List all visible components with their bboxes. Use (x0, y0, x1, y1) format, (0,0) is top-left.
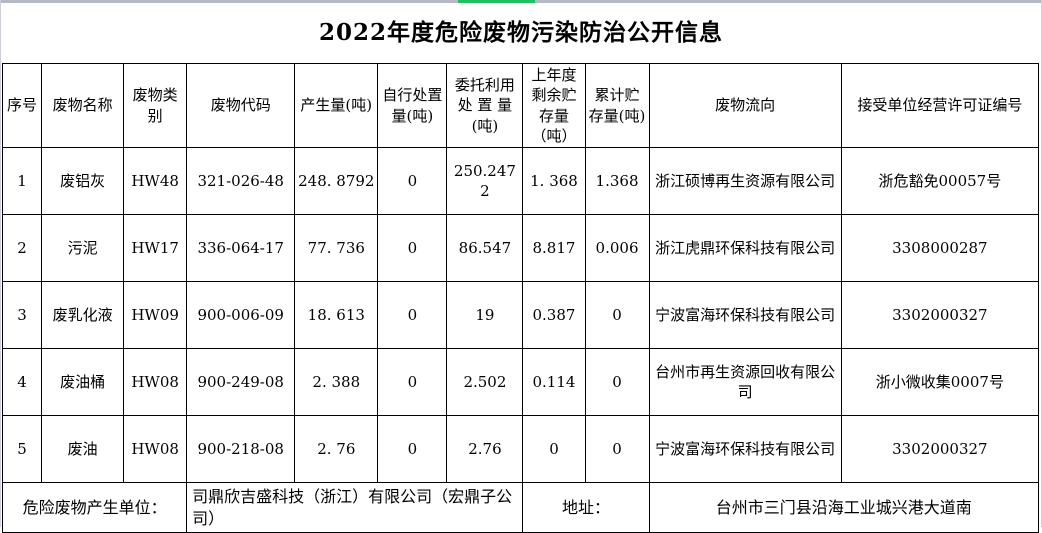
hazardous-waste-table: 序号 废物名称 废物类别 废物代码 产生量(吨) 自行处置量(吨) 委托利用处 … (1, 63, 1040, 533)
table-cell: 19 (446, 281, 524, 349)
table-cell: 0 (377, 281, 448, 349)
column-header-waste-destination: 废物流向 (648, 63, 842, 148)
table-cell: HW08 (123, 348, 188, 416)
table-cell: 台州市再生资源回收有限公司 (648, 348, 842, 416)
table-cell: HW08 (123, 415, 188, 483)
column-header-generated-amount: 产生量(吨) (294, 63, 379, 148)
table-cell: 浙小微收集0007号 (840, 348, 1040, 416)
table-row: 4 废油桶 HW08 900-249-08 2. 388 0 2.502 0.114 0 台州市再… (1, 348, 1040, 416)
table-cell: 0 (584, 348, 650, 416)
table-cell: 浙危豁免00057号 (840, 147, 1040, 215)
table-cell: 0.114 (522, 348, 586, 416)
table-cell: 2.76 (446, 415, 524, 483)
table-cell: HW17 (123, 214, 188, 282)
address-label: 地址： (522, 482, 650, 533)
table-cell: 废铝灰 (41, 147, 125, 215)
table-cell: 8.817 (522, 214, 586, 282)
table-cell: 0 (584, 281, 650, 349)
table-footer-row: 危险废物产生单位： 司鼎欣吉盛科技（浙江）有限公司（宏鼎子公司） 地址： 台州市… (1, 482, 1040, 533)
column-header-serial: 序号 (1, 63, 43, 148)
table-body: 1 废铝灰 HW48 321-026-48 248. 8792 0 250.2472 1. 3… (1, 147, 1040, 483)
table-row: 2 污泥 HW17 336-064-17 77. 736 0 86.547 8.817 0.00… (1, 214, 1040, 282)
column-header-waste-name: 废物名称 (41, 63, 125, 148)
table-row: 1 废铝灰 HW48 321-026-48 248. 8792 0 250.2472 1. 3… (1, 147, 1040, 215)
table-cell: 3308000287 (840, 214, 1040, 282)
table-header-row: 序号 废物名称 废物类别 废物代码 产生量(吨) 自行处置量(吨) 委托利用处 … (1, 63, 1040, 148)
table-cell: 2. 76 (294, 415, 379, 483)
table-cell: 2. 388 (294, 348, 379, 416)
table-cell: 浙江硕博再生资源有限公司 (648, 147, 842, 215)
browser-top-bar (0, 0, 1042, 3)
table-cell: 宁波富海环保科技有限公司 (648, 415, 842, 483)
table-cell: 0 (377, 214, 448, 282)
column-header-previous-year-storage: 上年度剩余贮存量（吨） (522, 63, 586, 148)
table-cell: 250.2472 (446, 147, 524, 215)
table-cell: 3302000327 (840, 281, 1040, 349)
table-cell: 废乳化液 (41, 281, 125, 349)
column-header-waste-code: 废物代码 (186, 63, 296, 148)
table-cell: 3302000327 (840, 415, 1040, 483)
table-cell: 0.006 (584, 214, 650, 282)
table-cell: 废油桶 (41, 348, 125, 416)
table-cell: 2.502 (446, 348, 524, 416)
table-cell: 浙江虎鼎环保科技有限公司 (648, 214, 842, 282)
loading-progress-indicator (458, 0, 535, 3)
table-cell: HW48 (123, 147, 188, 215)
table-cell: 77. 736 (294, 214, 379, 282)
table-cell: 900-218-08 (186, 415, 296, 483)
table-cell: 321-026-48 (186, 147, 296, 215)
column-header-self-disposal: 自行处置量(吨) (377, 63, 448, 148)
address-value: 台州市三门县沿海工业城兴港大道南 (648, 482, 1040, 533)
table-cell: 1. 368 (522, 147, 586, 215)
table-cell: 污泥 (41, 214, 125, 282)
table-cell: 248. 8792 (294, 147, 379, 215)
column-header-license-number: 接受单位经营许可证编号 (840, 63, 1040, 148)
table-cell: 2 (1, 214, 43, 282)
producer-label: 危险废物产生单位： (1, 482, 188, 533)
table-cell: 废油 (41, 415, 125, 483)
table-cell: 0 (522, 415, 586, 483)
table-cell: 4 (1, 348, 43, 416)
page-title: 2022年度危险废物污染防治公开信息 (318, 19, 723, 46)
table-cell: 86.547 (446, 214, 524, 282)
table-cell: 18. 613 (294, 281, 379, 349)
column-header-entrusted-disposal: 委托利用处 置 量(吨) (446, 63, 524, 148)
column-header-waste-category: 废物类别 (123, 63, 188, 148)
producer-value: 司鼎欣吉盛科技（浙江）有限公司（宏鼎子公司） (186, 482, 524, 533)
table-row: 3 废乳化液 HW09 900-006-09 18. 613 0 19 0.387 0 宁波富海环… (1, 281, 1040, 349)
table-cell: 5 (1, 415, 43, 483)
table-cell: 0.387 (522, 281, 586, 349)
left-edge-divider (0, 0, 1, 527)
table-cell: 900-006-09 (186, 281, 296, 349)
table-cell: 3 (1, 281, 43, 349)
table-cell: 900-249-08 (186, 348, 296, 416)
table-cell: 0 (584, 415, 650, 483)
table-cell: 336-064-17 (186, 214, 296, 282)
table-cell: 0 (377, 348, 448, 416)
table-cell: HW09 (123, 281, 188, 349)
table-cell: 宁波富海环保科技有限公司 (648, 281, 842, 349)
table-cell: 1 (1, 147, 43, 215)
column-header-cumulative-storage: 累计贮存量(吨) (584, 63, 650, 148)
table-cell: 0 (377, 147, 448, 215)
table-row: 5 废油 HW08 900-218-08 2. 76 0 2.76 0 0 宁波富海环保科技有限公… (1, 415, 1040, 483)
table-cell: 0 (377, 415, 448, 483)
table-cell: 1.368 (584, 147, 650, 215)
